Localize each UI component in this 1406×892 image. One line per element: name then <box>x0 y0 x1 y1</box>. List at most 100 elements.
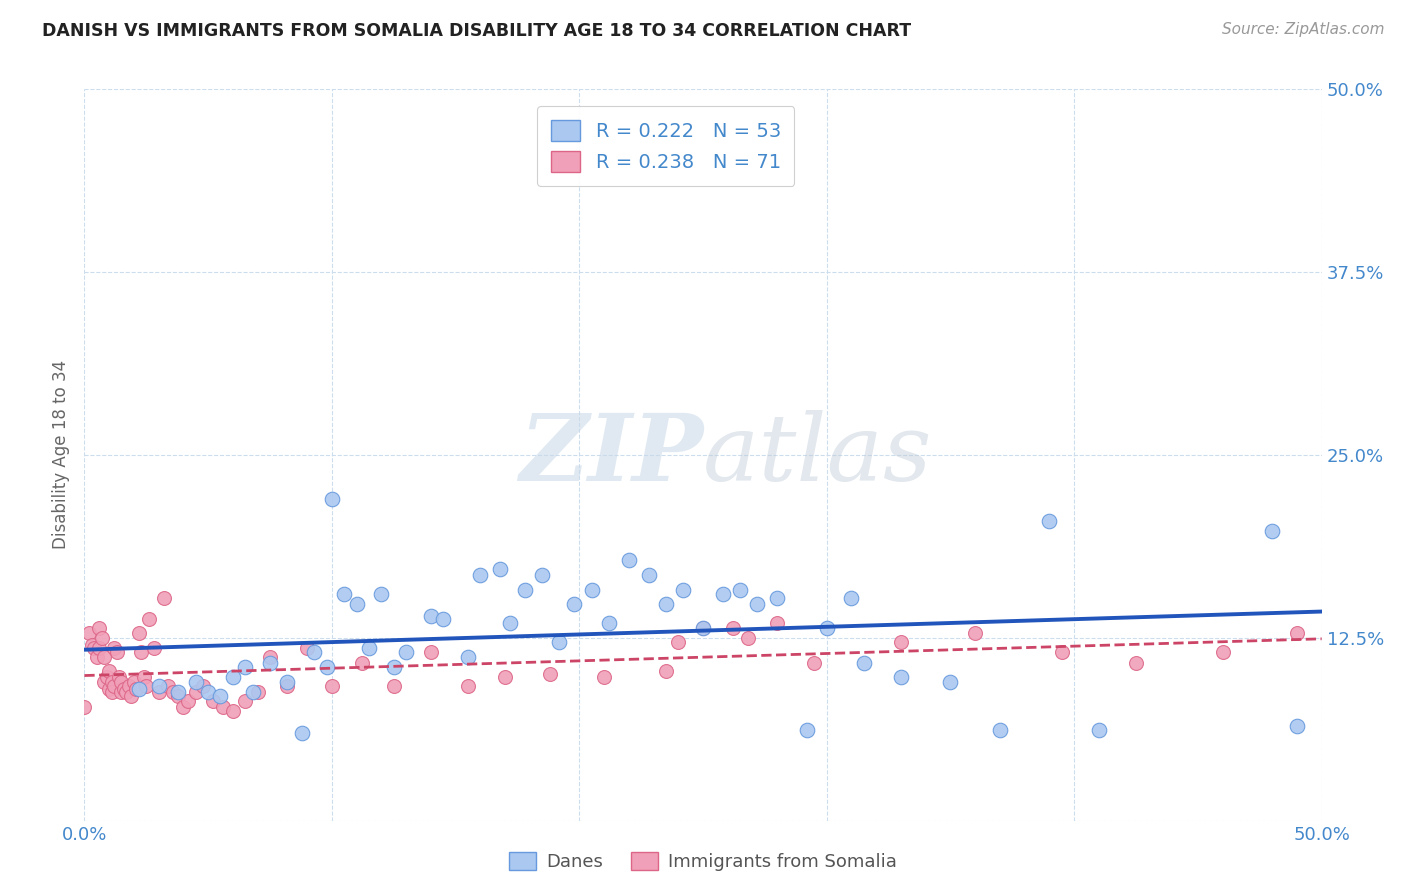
Point <box>197 685 219 699</box>
Point <box>222 670 245 684</box>
Point <box>157 679 180 693</box>
Point <box>655 597 678 611</box>
Point <box>531 567 554 582</box>
Point <box>766 591 789 606</box>
Point <box>162 685 184 699</box>
Point <box>148 679 170 693</box>
Point <box>1050 645 1073 659</box>
Legend: Danes, Immigrants from Somalia: Danes, Immigrants from Somalia <box>502 845 904 879</box>
Point <box>98 665 121 679</box>
Legend: R = 0.222   N = 53, R = 0.238   N = 71: R = 0.222 N = 53, R = 0.238 N = 71 <box>537 106 794 186</box>
Point <box>242 685 264 699</box>
Point <box>470 567 492 582</box>
Point <box>209 690 232 704</box>
Point <box>105 645 128 659</box>
Point <box>152 591 174 606</box>
Point <box>321 679 343 693</box>
Point <box>212 699 235 714</box>
Point <box>370 587 392 601</box>
Point <box>90 631 112 645</box>
Point <box>295 640 318 655</box>
Point <box>93 649 115 664</box>
Point <box>79 626 101 640</box>
Point <box>939 674 962 689</box>
Point <box>115 685 138 699</box>
Point <box>711 587 734 601</box>
Point <box>581 582 603 597</box>
Point <box>803 656 825 670</box>
Point <box>93 674 115 689</box>
Point <box>1088 723 1111 737</box>
Point <box>357 640 380 655</box>
Point <box>103 640 125 655</box>
Point <box>135 679 157 693</box>
Point <box>129 645 152 659</box>
Point <box>172 699 194 714</box>
Point <box>1125 656 1147 670</box>
Point <box>86 649 108 664</box>
Point <box>98 681 121 696</box>
Point <box>1261 524 1284 538</box>
Point <box>598 616 620 631</box>
Point <box>1285 718 1308 732</box>
Point <box>259 649 281 664</box>
Point <box>291 726 314 740</box>
Point <box>382 679 405 693</box>
Point <box>276 679 298 693</box>
Point <box>184 674 207 689</box>
Point <box>1212 645 1234 659</box>
Point <box>988 723 1011 737</box>
Point <box>1038 514 1060 528</box>
Point <box>128 681 150 696</box>
Point <box>737 631 759 645</box>
Point <box>80 638 103 652</box>
Point <box>350 656 373 670</box>
Point <box>965 626 987 640</box>
Point <box>494 670 516 684</box>
Point <box>202 694 225 708</box>
Point <box>890 670 912 684</box>
Point <box>142 640 165 655</box>
Point <box>692 621 714 635</box>
Point <box>796 723 818 737</box>
Point <box>304 645 326 659</box>
Point <box>721 621 744 635</box>
Point <box>233 694 256 708</box>
Point <box>890 635 912 649</box>
Point <box>333 587 356 601</box>
Point <box>96 670 118 684</box>
Point <box>276 674 298 689</box>
Point <box>148 685 170 699</box>
Point <box>617 553 640 567</box>
Point <box>593 670 616 684</box>
Point <box>1285 626 1308 640</box>
Text: atlas: atlas <box>703 410 932 500</box>
Point <box>138 612 160 626</box>
Point <box>457 679 479 693</box>
Point <box>513 582 536 597</box>
Point <box>432 612 454 626</box>
Text: DANISH VS IMMIGRANTS FROM SOMALIA DISABILITY AGE 18 TO 34 CORRELATION CHART: DANISH VS IMMIGRANTS FROM SOMALIA DISABI… <box>42 22 911 40</box>
Point <box>110 685 132 699</box>
Point <box>191 679 214 693</box>
Point <box>655 665 678 679</box>
Point <box>83 640 105 655</box>
Point <box>538 667 561 681</box>
Point <box>666 635 689 649</box>
Point <box>110 674 132 689</box>
Point <box>382 660 405 674</box>
Point <box>395 645 418 659</box>
Point <box>222 704 245 718</box>
Point <box>108 670 131 684</box>
Point <box>346 597 368 611</box>
Point <box>747 597 769 611</box>
Point <box>246 685 269 699</box>
Point <box>562 597 585 611</box>
Point <box>103 679 125 693</box>
Point <box>132 670 155 684</box>
Point <box>728 582 751 597</box>
Point <box>489 562 512 576</box>
Point <box>419 608 441 623</box>
Point <box>120 690 142 704</box>
Point <box>315 660 337 674</box>
